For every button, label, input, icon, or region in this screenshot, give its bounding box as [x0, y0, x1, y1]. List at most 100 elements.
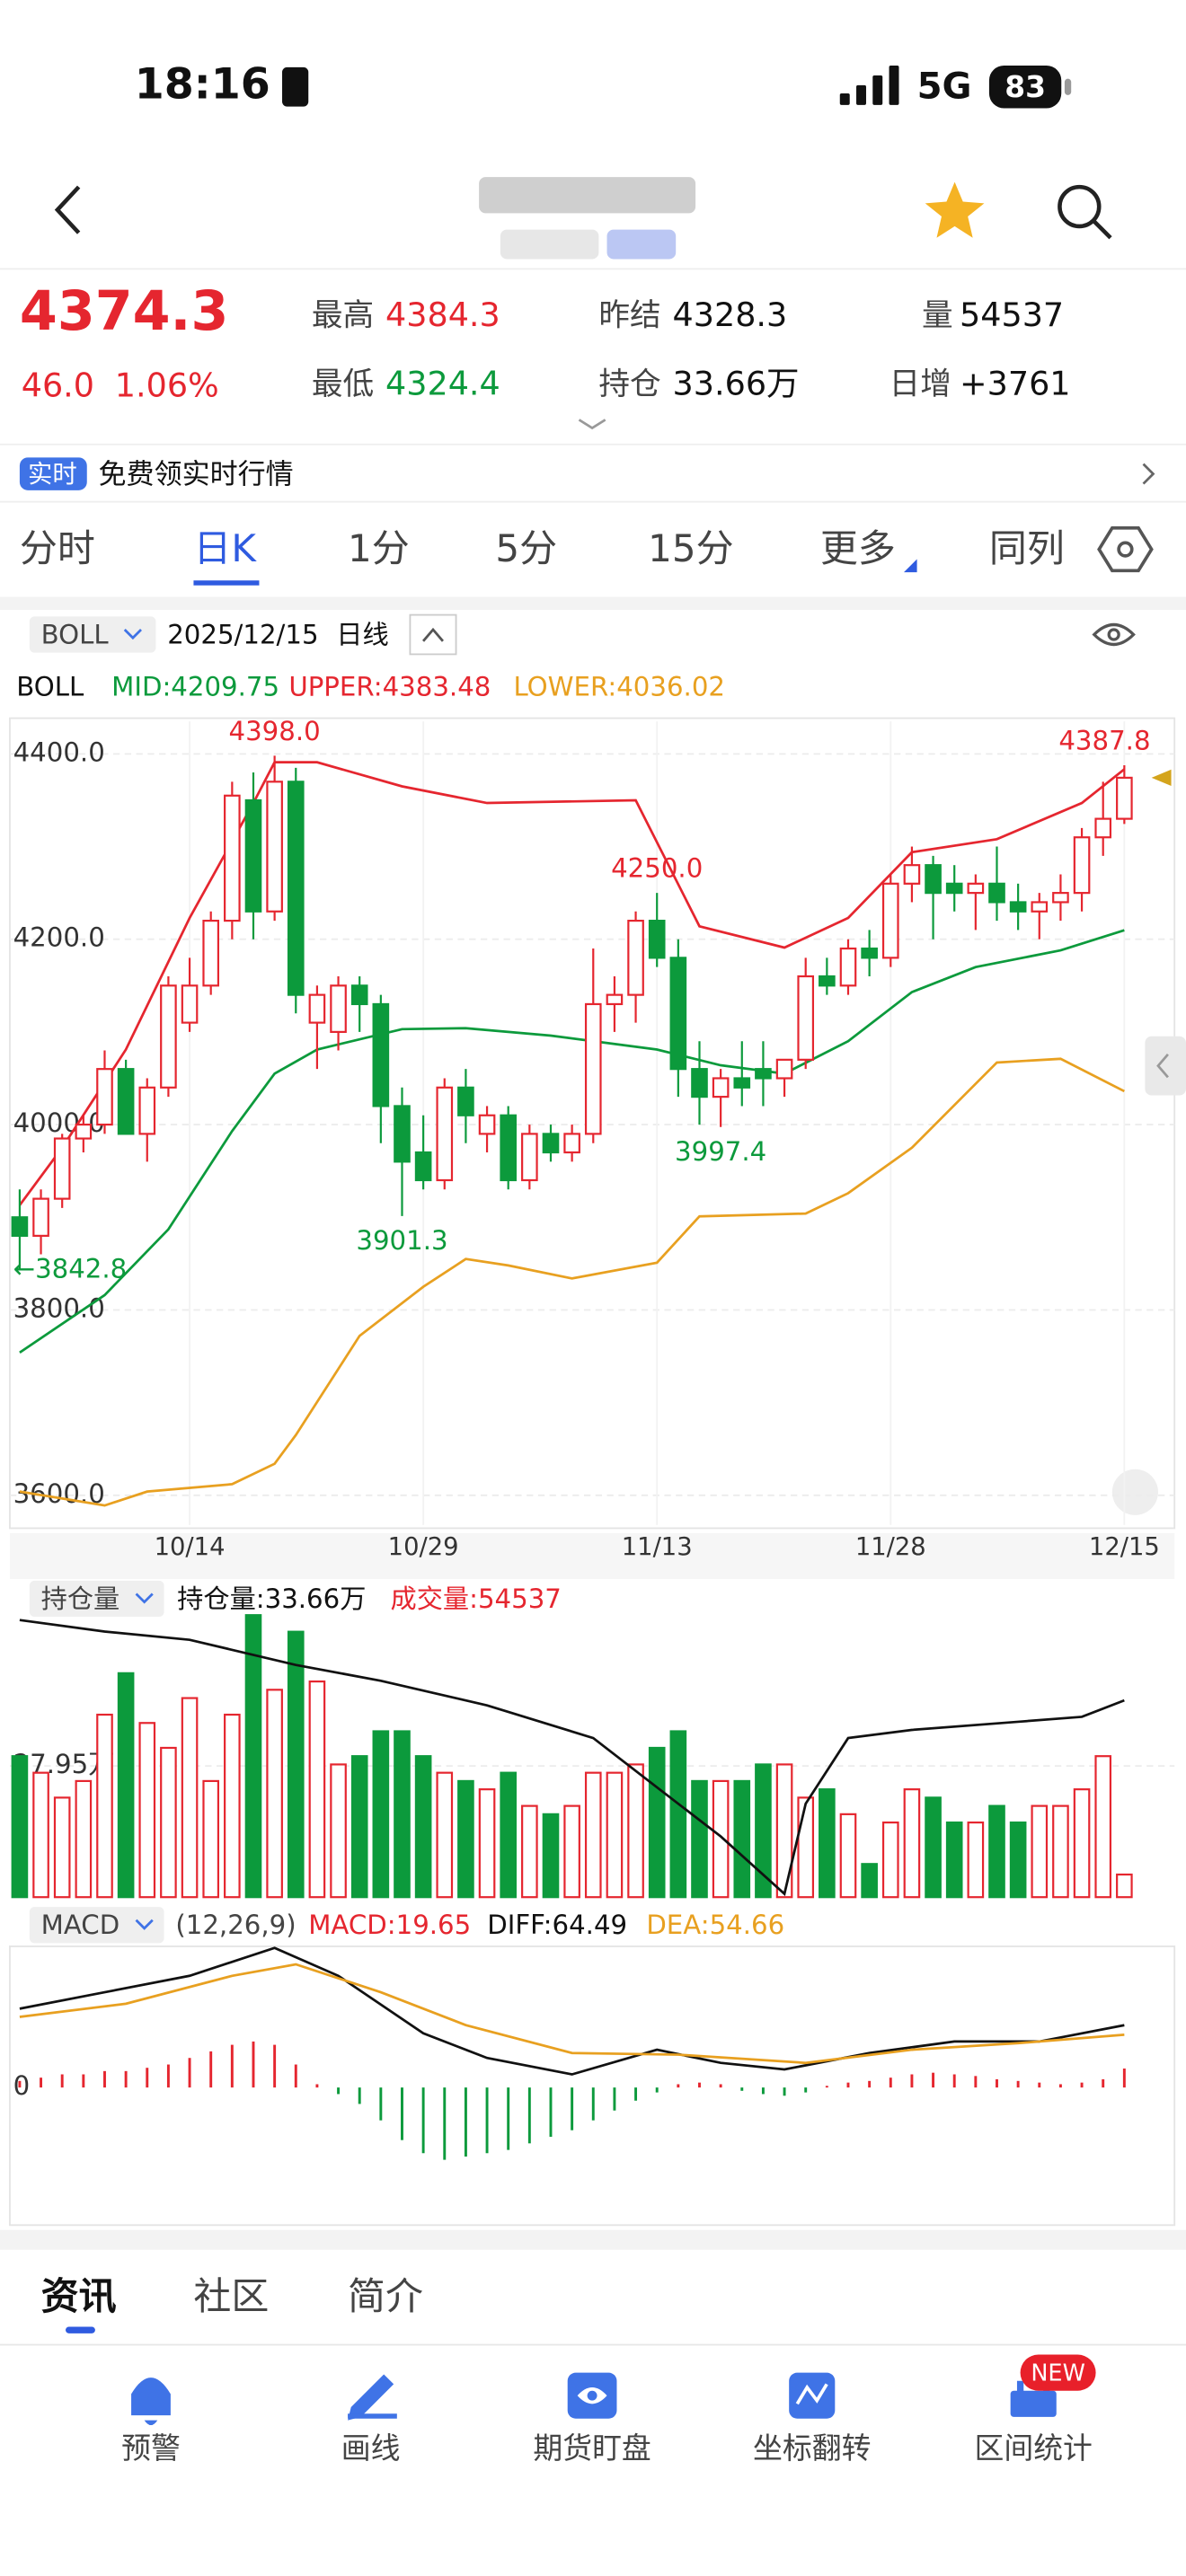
stat-label: 量 — [922, 297, 953, 333]
tab[interactable]: 更多 — [820, 526, 896, 570]
change: 46.0 — [22, 366, 94, 404]
collapse-button[interactable] — [409, 613, 457, 656]
volume-bar — [11, 1755, 29, 1899]
candle-body — [53, 1137, 71, 1200]
volume-bar — [32, 1771, 49, 1899]
macd-selector[interactable] — [29, 1907, 164, 1944]
volume-bar — [350, 1755, 368, 1899]
candle-body — [117, 1068, 135, 1135]
volume-bar — [287, 1630, 305, 1899]
blurred-title — [479, 177, 696, 260]
candle-body — [266, 781, 283, 913]
candle-body — [32, 1197, 49, 1237]
x-tick-label: 10/29 — [388, 1533, 459, 1561]
stat-label: 日增 — [890, 366, 951, 402]
side-handle[interactable] — [1145, 1036, 1186, 1096]
tab-active[interactable]: 资讯 — [41, 2274, 117, 2318]
stat-label: 昨结 — [598, 297, 660, 333]
back-button[interactable] — [54, 185, 81, 234]
volume-bar — [181, 1697, 199, 1899]
candle-body — [75, 1123, 93, 1140]
volume-bar — [945, 1821, 963, 1899]
volume-bar — [53, 1796, 71, 1899]
nav-label[interactable]: 画线 — [341, 2430, 401, 2466]
volume-bar — [202, 1779, 220, 1899]
tab-caret — [903, 559, 917, 573]
x-tick-label: 11/13 — [622, 1533, 693, 1561]
y-tick-label: 0 — [13, 2070, 31, 2101]
alert-icon[interactable] — [131, 2378, 171, 2426]
volume-selector[interactable] — [29, 1580, 164, 1618]
volume-bar — [138, 1722, 156, 1899]
volume-bar — [648, 1746, 666, 1899]
candle-body — [669, 957, 687, 1071]
nav-label[interactable]: 期货盯盘 — [533, 2430, 651, 2466]
search-button[interactable] — [1058, 184, 1112, 240]
stat-value: 33.66万 — [673, 365, 800, 403]
flip-icon[interactable] — [789, 2372, 836, 2419]
tab[interactable]: 分时 — [20, 526, 95, 570]
price-annotation: 4398.0 — [229, 716, 321, 746]
settings-button[interactable] — [1097, 526, 1154, 573]
volume-bar — [925, 1796, 942, 1899]
indicator-name: BOLL — [41, 619, 110, 649]
volume-bar — [903, 1788, 921, 1899]
nav-label[interactable]: 坐标翻转 — [753, 2430, 871, 2466]
volume-bar — [755, 1763, 772, 1899]
nav-label[interactable]: 预警 — [121, 2430, 181, 2466]
favorite-button[interactable] — [925, 181, 985, 238]
volume-bar — [988, 1804, 1005, 1899]
price-annotation: 3997.4 — [675, 1136, 766, 1167]
candle-body — [394, 1105, 411, 1163]
lock-icon — [282, 66, 309, 107]
nav-label[interactable]: 区间统计 — [974, 2430, 1092, 2466]
candle-body — [224, 794, 241, 922]
indicator-selector[interactable] — [29, 616, 156, 653]
volume-bar — [478, 1788, 496, 1899]
tab-underline — [193, 580, 260, 586]
tab[interactable]: 1分 — [348, 526, 410, 570]
tab[interactable]: 社区 — [193, 2274, 269, 2318]
legend-upper: UPPER:4383.48 — [288, 672, 491, 702]
tab[interactable]: 简介 — [348, 2274, 423, 2318]
last-price: 4374.3 — [20, 280, 228, 343]
stat-value: 4328.3 — [673, 296, 788, 334]
volume-bar — [1116, 1873, 1133, 1899]
candle-body — [819, 975, 836, 987]
volume-bar — [330, 1763, 347, 1899]
tab-active[interactable]: 日K — [193, 526, 257, 570]
selector-name: 持仓量 — [41, 1584, 120, 1614]
legend-dea: DEA:54.66 — [646, 1910, 784, 1940]
price-annotation: 4387.8 — [1058, 725, 1150, 755]
diff-line — [19, 1946, 1125, 2076]
candle-body — [606, 993, 624, 1006]
fullscreen-button[interactable] — [1111, 1469, 1158, 1515]
volume-bar — [819, 1788, 836, 1899]
legend-mid: MID:4209.75 — [111, 672, 279, 702]
tab[interactable]: 同列 — [989, 526, 1065, 570]
stat-value: +3761 — [960, 365, 1070, 403]
volume-bar — [436, 1771, 454, 1899]
draw-icon[interactable] — [348, 2374, 397, 2421]
visibility-button[interactable] — [1092, 622, 1136, 647]
candle-body — [733, 1077, 751, 1089]
change-percent: 1.06% — [115, 366, 219, 404]
candle-body — [308, 993, 326, 1024]
banner-arrow[interactable] — [1142, 463, 1155, 485]
candle-body — [1116, 776, 1133, 820]
x-tick-label: 11/28 — [855, 1533, 926, 1561]
expand-button[interactable] — [578, 419, 606, 430]
selector-name: MACD — [41, 1910, 120, 1940]
watch-icon[interactable] — [567, 2372, 617, 2419]
tab[interactable]: 5分 — [495, 526, 557, 570]
banner-text[interactable]: 免费领实时行情 — [99, 458, 294, 490]
volume-bar — [96, 1713, 113, 1899]
volume-bar — [1031, 1804, 1049, 1899]
x-axis-band — [9, 1532, 1175, 1580]
stat-value: 4384.3 — [385, 296, 500, 334]
candle-body — [436, 1086, 454, 1182]
candle-body — [988, 882, 1005, 904]
candle-body — [181, 984, 199, 1024]
tab[interactable]: 15分 — [648, 526, 733, 570]
